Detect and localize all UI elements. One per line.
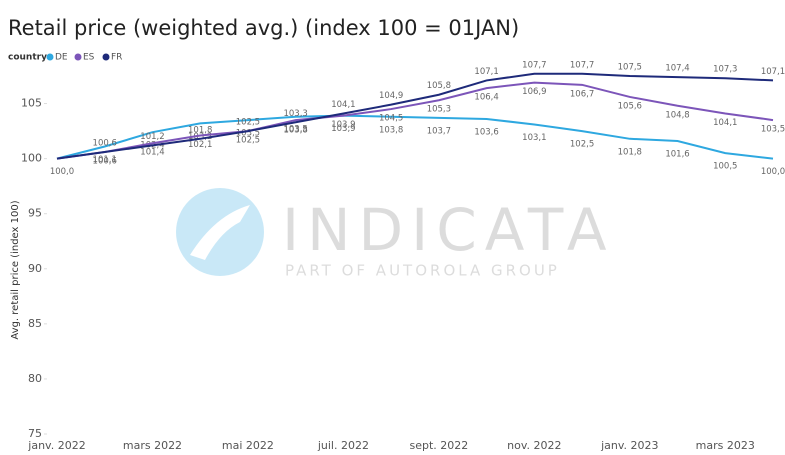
legend-title: country bbox=[8, 53, 47, 63]
data-label: 101,2 bbox=[140, 132, 164, 142]
legend-label: FR bbox=[111, 53, 122, 63]
data-label: 103,5 bbox=[236, 129, 260, 139]
data-label: 103,2 bbox=[188, 132, 212, 142]
data-label: 102,5 bbox=[570, 140, 594, 150]
data-label: 107,7 bbox=[570, 60, 594, 70]
data-label: 103,9 bbox=[331, 120, 355, 130]
y-tick-label: 85 bbox=[28, 317, 42, 330]
data-label: 100,6 bbox=[93, 157, 117, 167]
x-tick-label: nov. 2022 bbox=[507, 439, 561, 452]
data-label: 100,5 bbox=[713, 162, 737, 172]
legend-label: DE bbox=[55, 53, 68, 63]
data-label: 102,5 bbox=[236, 136, 260, 146]
y-tick-label: 95 bbox=[28, 207, 42, 220]
y-tick-label: 80 bbox=[28, 372, 42, 385]
data-label: 100,0 bbox=[50, 167, 74, 177]
data-label: 106,7 bbox=[570, 89, 594, 99]
legend-label: ES bbox=[83, 53, 95, 63]
series-line bbox=[56, 114, 774, 160]
data-label: 100,6 bbox=[93, 139, 117, 149]
watermark-brand: INDICATA bbox=[282, 196, 615, 264]
x-tick-label: janv. 2022 bbox=[27, 439, 85, 452]
data-label: 103,8 bbox=[283, 125, 307, 135]
watermark-swoosh bbox=[190, 205, 250, 260]
data-label: 101,4 bbox=[140, 148, 164, 158]
data-label: 105,6 bbox=[618, 101, 642, 111]
x-tick-label: janv. 2023 bbox=[600, 439, 658, 452]
y-tick-label: 100 bbox=[21, 152, 42, 165]
data-label: 101,1 bbox=[93, 155, 117, 165]
watermark: INDICATA PART OF AUTOROLA GROUP bbox=[176, 188, 615, 280]
data-label: 107,3 bbox=[713, 65, 737, 75]
data-label: 105,8 bbox=[427, 81, 451, 91]
legend-swatch bbox=[74, 53, 82, 61]
data-label: 103,3 bbox=[283, 109, 307, 119]
data-label: 101,6 bbox=[665, 150, 689, 160]
data-label: 103,6 bbox=[474, 127, 498, 137]
data-label: 107,5 bbox=[618, 63, 642, 73]
data-label: 107,7 bbox=[522, 60, 546, 70]
data-label: 104,1 bbox=[331, 100, 355, 110]
data-label: 107,1 bbox=[761, 67, 785, 77]
y-tick-label: 105 bbox=[21, 97, 42, 110]
legend-swatch bbox=[102, 53, 110, 61]
data-label: 107,1 bbox=[474, 67, 498, 77]
data-label: 104,9 bbox=[379, 91, 403, 101]
data-label: 104,8 bbox=[665, 110, 689, 120]
data-label: 103,7 bbox=[427, 126, 451, 136]
data-label: 101,8 bbox=[618, 147, 642, 157]
series-line bbox=[56, 72, 774, 160]
watermark-logo bbox=[176, 188, 264, 276]
x-tick-label: mars 2022 bbox=[123, 439, 182, 452]
watermark-tagline: PART OF AUTOROLA GROUP bbox=[285, 262, 560, 280]
data-label: 103,5 bbox=[761, 125, 785, 135]
data-label: 104,5 bbox=[379, 114, 403, 124]
data-label: 105,3 bbox=[427, 105, 451, 115]
data-label: 106,4 bbox=[474, 93, 498, 103]
data-label: 100,0 bbox=[761, 167, 785, 177]
data-label: 103,5 bbox=[283, 125, 307, 135]
series-line bbox=[56, 81, 774, 160]
data-label: 106,9 bbox=[522, 87, 546, 97]
data-label: 107,4 bbox=[665, 64, 689, 74]
y-tick-label: 90 bbox=[28, 262, 42, 275]
data-label: 103,8 bbox=[379, 125, 403, 135]
data-label: 102,5 bbox=[236, 118, 260, 128]
data-label: 102,1 bbox=[188, 140, 212, 150]
y-tick-label: 75 bbox=[28, 427, 42, 440]
x-tick-label: sept. 2022 bbox=[409, 439, 468, 452]
y-axis-label: Avg. retail price (index 100) bbox=[10, 200, 21, 339]
legend-swatch bbox=[46, 53, 54, 61]
x-tick-label: juil. 2022 bbox=[317, 439, 369, 452]
x-tick-label: mai 2022 bbox=[222, 439, 274, 452]
data-label: 103,9 bbox=[331, 124, 355, 134]
data-label: 104,1 bbox=[713, 118, 737, 128]
data-label: 101,8 bbox=[188, 125, 212, 135]
data-label: 103,1 bbox=[522, 133, 546, 143]
x-tick-label: mars 2023 bbox=[696, 439, 755, 452]
chart-title: Retail price (weighted avg.) (index 100 … bbox=[8, 16, 519, 40]
